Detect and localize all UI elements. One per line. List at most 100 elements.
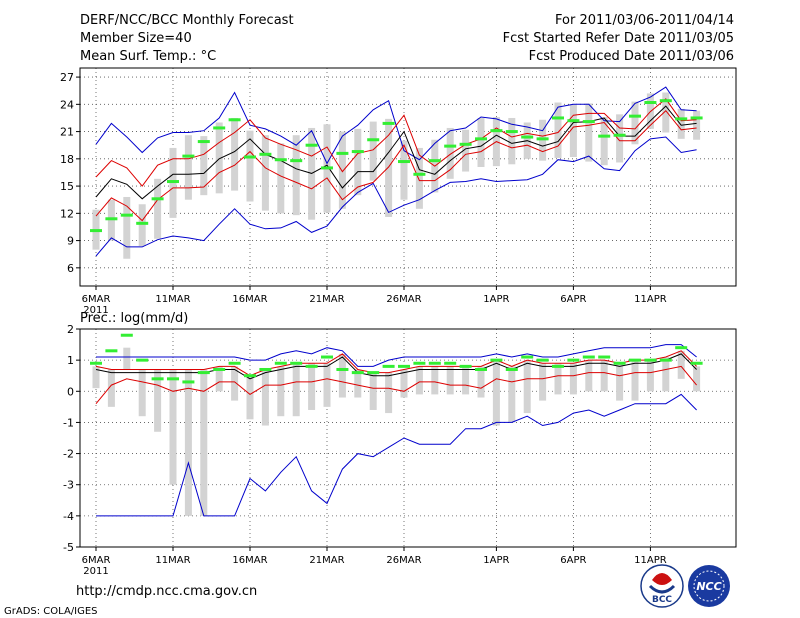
bcc-logo-text: BCC [652,595,672,605]
observed-marker [536,358,549,362]
spread-bar [431,366,439,395]
spread-bar [308,363,316,410]
observed-marker [90,361,102,365]
observed-marker [505,367,518,371]
grads-credit: GrADS: COLA/IGES [4,606,98,617]
spread-bar [662,357,670,392]
x-tick-label: 11MAR [155,555,190,566]
y-tick-label: 27 [60,71,74,84]
x-tick-label: 11MAR [155,294,190,305]
temperature-panel: 6 9 12 15 18 21 24 27 6MAR 11MAR 16MAR 21MAR 26MAR 1A… [60,67,737,316]
observed-marker [413,172,426,176]
series-line-lower-outer [96,393,697,517]
observed-marker [444,361,457,365]
spread-bar [292,363,300,417]
observed-marker [490,129,503,133]
observed-marker [367,138,380,142]
observed-marker [690,116,703,120]
series-line-upper-inner [95,350,697,377]
observed-marker [367,371,380,375]
spread-bar [616,114,624,163]
spread-bar [400,140,408,200]
observed-marker [475,367,487,371]
bcc-logo: BCC [640,564,684,608]
spread-bar [662,92,670,133]
plot-frame [79,328,737,548]
produced-date: Fcst Produced Date 2011/03/06 [529,49,734,64]
observed-marker [629,358,641,362]
observed-marker [213,126,226,130]
ncc-logo-text: NCC [696,580,721,593]
observed-marker [644,358,657,362]
observed-marker [120,333,133,337]
x-tick-label: 26MAR [386,555,421,566]
observed-marker [136,221,149,225]
observed-marker [675,346,688,350]
observed-marker [228,361,241,365]
observed-marker [182,154,195,158]
y-tick-label: -4 [63,510,74,523]
spread-bar [400,369,408,398]
observed-marker [659,99,672,103]
spread-bar [154,178,162,239]
observed-marker [552,116,564,120]
y-tick-label: 0 [67,385,74,398]
spread-bar [415,366,423,395]
spread-bar [600,360,608,392]
x-tick-label: 21MAR [309,555,344,566]
observed-marker [536,137,549,141]
observed-marker [567,358,580,362]
spread-bar [369,121,377,181]
spread-bar [585,360,593,392]
spread-bar [215,122,223,194]
series-line-lower-inner [95,109,697,222]
observed-marker [505,130,518,134]
y-tick-label: -2 [63,448,74,461]
spread-bar [539,363,547,401]
observed-marker [274,158,287,162]
spread-bar [523,360,531,414]
member-size-label: Member Size=40 [80,31,192,46]
observed-marker [521,355,534,359]
spread-bar [462,366,470,395]
spread-bar [277,143,285,214]
spread-bar [446,366,454,395]
figure-title: DERF/NCC/BCC Monthly Forecast [80,13,294,28]
x-tick-label: 1APR [483,294,509,305]
spread-bar [231,366,239,401]
observed-marker [582,355,595,359]
spread-bar [338,353,346,398]
observed-marker [197,371,210,375]
spread-bar [462,129,470,172]
spread-bar [184,135,192,200]
y-tick-label: 15 [60,180,74,193]
y-tick-label: -3 [63,479,74,492]
spread-bar [92,366,100,389]
x-tick-label: 6APR [560,555,586,566]
spread-bar [354,369,362,398]
y-tick-label: 6 [67,262,74,275]
y-tick-label: -5 [63,541,74,554]
source-url: http://cmdp.ncc.cma.gov.cn [76,584,257,599]
x-tick-label: 11APR [634,294,667,305]
series-line-upper-inner [95,98,697,187]
observed-marker [120,213,133,217]
spread-bar [415,147,423,209]
spread-bar [677,350,685,379]
spread-bar [631,360,639,401]
observed-marker [613,361,626,365]
x-tick-label: 26MAR [386,294,421,305]
observed-marker [290,361,303,365]
observed-marker [244,155,256,159]
spread-bar [508,366,516,423]
series-line-upper-outer [96,344,697,367]
observed-marker [552,364,564,368]
x-tick-label: 6MAR [82,555,111,566]
spread-bar [231,117,239,191]
y-tick-label: 9 [67,235,74,248]
spread-bar [646,360,654,392]
spread-bar [184,369,192,516]
spread-bar [215,366,223,392]
